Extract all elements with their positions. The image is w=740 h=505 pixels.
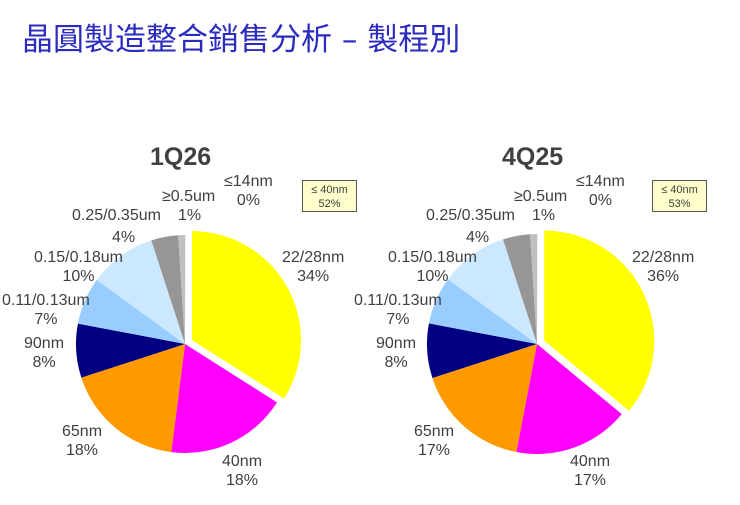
pie-slice-40nm — [516, 344, 622, 454]
callout-box: ≤ 40nm 53% — [652, 180, 707, 212]
pie-slice-90nm — [76, 323, 185, 378]
page-title: 晶圓製造整合銷售分析 – 製程別 — [22, 22, 461, 58]
pie-slice-≥0.5um — [530, 234, 537, 344]
label-0.5um: ≥0.5um — [514, 188, 568, 205]
pie-slice-≥0.5um — [178, 235, 185, 344]
callout-label: ≤ 40nm — [311, 184, 348, 196]
chart-title: 4Q25 — [502, 143, 564, 171]
pie-slice-0.11/0.13um — [77, 279, 185, 344]
label-0.11um: 0.11/0.13um 7% — [2, 292, 90, 328]
pie-graphic — [427, 230, 655, 454]
pie-slice-22/28nm — [544, 230, 655, 411]
pie-slice-0.25/0.35um — [151, 235, 185, 344]
pie-slice-≤14nm — [185, 235, 186, 344]
label-0.25um: 0.25/0.35um — [426, 207, 515, 224]
label-40nm: 40nm 18% — [222, 453, 263, 489]
chart-title: 1Q26 — [150, 143, 212, 171]
label-90nm: 90nm 8% — [24, 335, 65, 371]
label-14nm: ≤14nm 0% — [224, 173, 273, 209]
label-22-28nm: 22/28nm 34% — [282, 249, 345, 285]
label-0.25um-pct: 4% — [466, 229, 490, 246]
label-0.25um: 0.25/0.35um — [72, 207, 161, 224]
label-65nm: 65nm 17% — [414, 423, 455, 459]
pie-slice-≤14nm — [537, 234, 538, 344]
callout-value: 53% — [668, 198, 691, 210]
label-0.15um: 0.15/0.18um 10% — [388, 249, 477, 285]
callout-value: 52% — [318, 198, 341, 210]
label-0.25um-pct: 4% — [112, 229, 136, 246]
label-65nm: 65nm 18% — [62, 423, 103, 459]
label-0.15um: 0.15/0.18um 10% — [34, 249, 123, 285]
pie-slice-65nm — [432, 344, 537, 453]
callout-label: ≤ 40nm — [661, 184, 698, 196]
callout-box: ≤ 40nm 52% — [302, 180, 357, 212]
label-0.11um: 0.11/0.13um 7% — [354, 292, 442, 328]
pie-chart-1q26: 1Q26 ≤ 40nm 52% ≤14nm 0% ≥0.5um 1% 0.25/0… — [2, 143, 357, 489]
label-14nm: ≤14nm 0% — [576, 173, 625, 209]
pie-slice-65nm — [81, 344, 185, 453]
pie-slice-90nm — [427, 323, 537, 378]
pie-slice-0.15/0.18um — [448, 239, 537, 344]
label-40nm: 40nm 17% — [570, 453, 611, 489]
pie-graphic — [76, 231, 302, 453]
pie-slice-0.11/0.13um — [428, 279, 537, 344]
pie-chart-4q25: 4Q25 ≤ 40nm 53% ≤14nm 0% ≥0.5um 1% 0.25/0… — [354, 0, 740, 505]
label-90nm: 90nm 8% — [376, 335, 417, 371]
pie-slice-40nm — [171, 344, 278, 453]
label-0.5um-pct: 1% — [178, 207, 202, 224]
label-0.5um-pct: 1% — [532, 207, 556, 224]
pie-slice-0.15/0.18um — [96, 240, 185, 344]
pie-slice-0.25/0.35um — [503, 234, 537, 344]
pie-slice-22/28nm — [192, 231, 302, 399]
label-22-28nm: 22/28nm 36% — [632, 249, 695, 285]
label-0.5um: ≥0.5um — [162, 188, 216, 205]
